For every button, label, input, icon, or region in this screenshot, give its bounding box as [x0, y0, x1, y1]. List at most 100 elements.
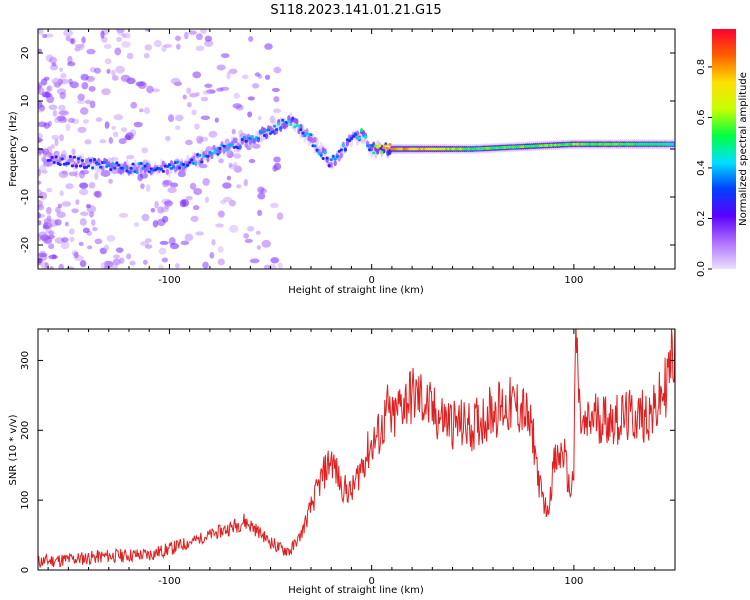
spectrogram-noise-cell — [38, 148, 45, 154]
spectrogram-ridge-cell — [361, 133, 366, 137]
spectrogram-ridge-cell — [165, 168, 170, 175]
spectrogram-noise-cell — [113, 114, 124, 121]
spectrogram-noise-cell — [103, 244, 109, 251]
spectrogram-noise-cell — [269, 202, 279, 209]
spectrogram-noise-cell — [42, 225, 50, 230]
spectrogram-noise-cell — [48, 104, 58, 110]
spectrogram-noise-cell — [40, 261, 49, 269]
spectrogram-noise-cell — [220, 53, 230, 59]
spectrogram-noise-cell — [167, 114, 175, 123]
spectrogram-ridge-cell — [244, 139, 248, 143]
spectrogram-noise-cell — [101, 88, 111, 96]
spectrogram-noise-cell — [65, 35, 71, 42]
spectrogram-ridge-cell — [60, 157, 64, 161]
spectrogram-noise-cell — [58, 110, 68, 115]
spectrogram-noise-cell — [200, 115, 211, 121]
spectrogram-noise-cell — [61, 237, 69, 243]
spectrogram-noise-cell — [120, 127, 128, 133]
spectrogram-ridge-cell — [275, 127, 279, 131]
spectrogram-noise-cell — [73, 251, 79, 259]
snr-y-tick-label: 100 — [20, 491, 31, 510]
spectrogram-ridge-cell — [295, 118, 299, 125]
spectrogram-ridge-cell — [88, 158, 93, 162]
spectrogram-noise-cell — [143, 52, 150, 59]
spectrogram-noise-cell — [40, 156, 46, 162]
colorbar-ramp — [712, 29, 736, 269]
spectrogram-noise-cell — [273, 66, 282, 74]
spectrogram-ridge-cell — [52, 160, 56, 164]
spectrogram-noise-cell — [49, 64, 59, 71]
spectrogram-noise-cell — [231, 128, 236, 135]
spectrogram-noise-cell — [217, 258, 225, 266]
spectrogram-ridge-cell — [329, 158, 333, 162]
spectrogram-ridge-cell — [224, 148, 228, 152]
spectrogram-ridge-cell — [188, 161, 192, 165]
spectrogram-ridge-cell — [287, 120, 291, 124]
colorbar-label: Normalized spectral amplitude — [738, 72, 749, 226]
spectrogram-noise-cell — [40, 78, 48, 86]
spectrogram-y-ticks: -20 -10 0 10 20 — [20, 47, 675, 253]
spectrogram-noise-cell — [125, 132, 134, 141]
spectrogram-noise-cell — [248, 35, 254, 42]
spectrogram-noise-cell — [163, 179, 173, 186]
spectrogram-noise-cell — [80, 211, 89, 216]
spectrogram-ridge-cell — [177, 166, 182, 170]
spectrogram-noise-cell — [217, 210, 225, 218]
spectrogram-noise-cell — [49, 265, 54, 269]
spectrogram-ridge-cell — [327, 164, 331, 168]
spectrogram-noise-cell — [126, 253, 132, 260]
spectrogram-noise-cell — [133, 222, 140, 227]
spectrogram-noise-cell — [184, 233, 194, 242]
spectrogram-noise-cell — [251, 83, 260, 89]
spectrogram-noise-cell — [170, 77, 181, 85]
spectrogram-ridge-cell — [167, 163, 172, 167]
spectrogram-noise-cell — [112, 131, 119, 138]
spectrogram-y-tick-label: -10 — [20, 189, 31, 205]
spectrogram-ridge-cell — [291, 117, 295, 121]
spectrogram-noise-cell — [77, 93, 85, 101]
spectrogram-noise-cell — [161, 257, 169, 263]
spectrogram-noise-cell — [241, 74, 249, 80]
colorbar-tick-label: 0.6 — [696, 109, 707, 125]
spectrogram-noise-cell — [124, 32, 131, 39]
spectrogram-noise-cell — [193, 188, 203, 196]
spectrogram-noise-cell — [185, 195, 193, 201]
spectrogram-ridge-cell — [48, 158, 52, 162]
snr-x-ticks: -100 0 100 — [47, 329, 676, 587]
spectrogram-noise-cell — [257, 209, 263, 217]
spectrogram-noise-cell — [216, 64, 226, 71]
spectrogram-noise-cell — [50, 144, 55, 149]
spectrogram-noise-cell — [277, 262, 283, 269]
spectrogram-noise-cell — [158, 247, 167, 255]
spectrogram-ridge-cell — [113, 166, 117, 170]
spectrogram-ridge-cell — [117, 163, 121, 167]
spectrogram-ridge-cell — [145, 162, 149, 166]
spectrogram-noise-cell — [158, 264, 164, 269]
spectrogram-ridge-cell — [125, 164, 129, 171]
spectrogram-noise-cell — [38, 252, 48, 258]
spectrogram-noise-cell — [85, 203, 91, 209]
spectrogram-noise-cell — [56, 211, 66, 218]
spectrogram-noise-cell — [49, 56, 57, 64]
spectrogram-x-ticks: -100 0 100 — [47, 29, 676, 286]
spectrogram-ridge-cell — [366, 144, 370, 148]
spectrogram-ridge-cell — [240, 138, 244, 142]
spectrogram-noise-cell — [113, 254, 120, 259]
spectrogram-ridge-cell — [309, 133, 313, 137]
spectrogram-noise-cell — [196, 135, 204, 144]
spectrogram-noise-cell — [80, 73, 89, 81]
spectrogram-noise-cell — [48, 230, 54, 236]
spectrogram-noise-cell — [78, 241, 84, 246]
spectrogram-noise-cell — [75, 46, 82, 52]
spectrogram-noise-cell — [263, 264, 272, 269]
spectrogram-ridge-cell — [333, 157, 337, 161]
spectrogram-noise-cell — [67, 61, 76, 67]
spectrogram-ridge-cell — [141, 166, 145, 170]
spectrogram-noise-cell — [232, 103, 242, 109]
spectrogram-noise-cell — [94, 172, 99, 180]
spectrogram-noise-cell — [118, 138, 127, 145]
spectrogram-noise-cell — [160, 207, 169, 213]
spectrogram-noise-cell — [86, 48, 96, 55]
